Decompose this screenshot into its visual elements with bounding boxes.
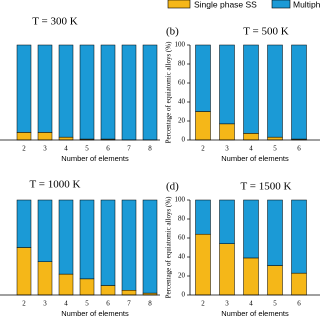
y-tick-label: 60 [178,79,186,87]
bar-segment [195,233,211,296]
x-axis-title: Number of elements [221,309,289,318]
bar-segment [79,278,95,296]
bar-segment [291,199,307,274]
bar-segment [16,199,32,248]
x-tick-label: 6 [297,300,301,308]
x-tick-label: 8 [148,300,152,308]
bar-segment [243,257,259,296]
bar-segment [291,44,307,140]
bar-segment [58,199,74,275]
bar-segment [195,44,211,112]
y-tick-label: 0 [182,291,186,299]
bar-segment [142,44,158,141]
chart-title: T = 1000 K [30,179,81,191]
x-tick-label: 3 [43,145,47,153]
legend-swatch [271,0,291,9]
bar-segment [100,285,116,296]
bar-segment [16,132,32,141]
bar-segment [291,272,307,296]
bar-segment [58,136,74,141]
y-tick-label: 0 [182,136,186,144]
x-tick-label: 7 [127,145,131,153]
y-tick-label: 80 [178,215,186,223]
y-tick-label: 20 [178,117,186,125]
bar-segment [267,44,283,138]
x-tick-label: 4 [249,145,253,153]
x-tick-label: 4 [249,300,253,308]
bar-segment [16,247,32,296]
x-tick-label: 6 [297,145,301,153]
bar-segment [142,199,158,294]
bar-segment [195,111,211,141]
x-axis-title: Number of elements [61,309,129,318]
legend-label: Single phase SS [194,0,257,9]
bar-segment [100,44,116,140]
bar-segment [58,44,74,138]
bar-segment [267,136,283,141]
y-tick-label: 40 [178,253,186,261]
bar-segment [219,243,235,296]
bar-segment [121,44,137,141]
bar-segment [267,265,283,296]
x-tick-label: 4 [64,300,68,308]
bar-segment [100,199,116,286]
bar-segment [58,273,74,296]
bar-segment [243,44,259,134]
bar-segment [37,44,53,133]
y-axis-title: Percentage of equiatomic alloys (%) [165,196,173,299]
y-tick-label: 80 [178,60,186,68]
x-tick-label: 3 [43,300,47,308]
x-tick-label: 5 [273,300,277,308]
y-tick-label: 20 [178,272,186,280]
x-axis-title: Number of elements [61,154,129,163]
x-tick-label: 7 [127,300,131,308]
bar-segment [37,199,53,262]
bar-segment [37,261,53,296]
y-tick-label: 40 [178,98,186,106]
x-tick-label: 2 [201,145,205,153]
bar-segment [195,199,211,235]
x-tick-label: 6 [106,300,110,308]
x-tick-label: 5 [85,300,89,308]
y-tick-label: 100 [175,196,186,204]
chart-title: T = 300 K [32,16,77,28]
bar-segment [79,44,95,140]
chart-title: T = 500 K [243,26,288,38]
panel-label: (d) [166,181,179,193]
y-axis-title: Percentage of equiatomic alloys (%) [165,41,173,144]
legend-swatch [167,0,191,9]
bar-segment [16,44,32,133]
bar-segment [219,123,235,141]
bar-segment [243,199,259,259]
panel-label: (b) [166,26,179,38]
bar-segment [79,199,95,280]
x-tick-label: 3 [225,300,229,308]
y-tick-label: 100 [175,41,186,49]
x-tick-label: 5 [85,145,89,153]
bar-segment [121,199,137,291]
x-tick-label: 8 [148,145,152,153]
bar-segment [37,132,53,141]
x-tick-label: 2 [22,145,26,153]
x-tick-label: 3 [225,145,229,153]
bar-segment [121,290,137,296]
x-tick-label: 6 [106,145,110,153]
x-tick-label: 2 [201,300,205,308]
x-tick-label: 4 [64,145,68,153]
y-tick-label: 60 [178,234,186,242]
bar-segment [219,199,235,244]
bar-segment [267,199,283,266]
legend-label: Multiphas [293,0,320,9]
chart-title: T = 1500 K [241,181,292,193]
x-tick-label: 2 [22,300,26,308]
x-tick-label: 5 [273,145,277,153]
bar-segment [243,133,259,141]
x-axis-title: Number of elements [221,154,289,163]
bar-segment [219,44,235,125]
